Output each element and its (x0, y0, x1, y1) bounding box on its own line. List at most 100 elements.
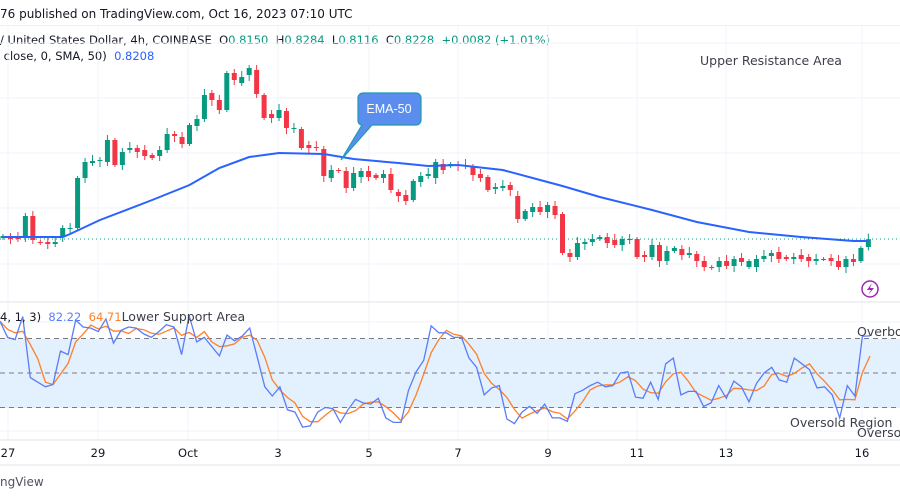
candle (269, 110, 275, 123)
candle-body (552, 206, 558, 215)
candle-body (187, 125, 192, 144)
candle (507, 182, 513, 196)
candle (366, 166, 372, 181)
candle (239, 71, 245, 86)
candle-body (410, 181, 416, 200)
candle-body (380, 174, 386, 178)
candle (671, 246, 677, 253)
x-tick-label: 16 (855, 446, 870, 460)
candle-body (627, 239, 633, 240)
candle-body (216, 100, 222, 110)
candle (619, 236, 625, 251)
published-caption: 76 published on TradingView.com, Oct 16,… (0, 7, 353, 21)
candle-body (142, 150, 148, 156)
candle-body (97, 160, 103, 161)
x-tick-label: 13 (719, 446, 734, 460)
candle (664, 246, 670, 265)
candle (813, 254, 819, 265)
candle (858, 246, 864, 263)
candle (90, 155, 96, 166)
candle-body (739, 258, 745, 262)
ma-value: 0.8208 (114, 49, 155, 63)
candle-body (589, 239, 595, 242)
candle-body (477, 174, 483, 178)
candle-body (75, 178, 81, 228)
candle-body (425, 174, 431, 176)
candle (321, 146, 327, 182)
ma-params: close, 0, SMA, 50) (3, 49, 107, 63)
candle (776, 247, 782, 263)
candle-body (507, 185, 513, 190)
candle (597, 235, 603, 241)
candle (724, 255, 730, 269)
candle (209, 90, 215, 106)
candle-body (60, 228, 66, 236)
candle (694, 251, 700, 267)
candle (753, 255, 759, 272)
candle (112, 138, 118, 167)
candle-body (791, 257, 797, 259)
oversold-label: Oversol (857, 425, 900, 440)
low-label: L (331, 33, 339, 47)
candle (679, 245, 685, 260)
candle-body (157, 150, 163, 156)
candle-body (37, 242, 43, 243)
candle (686, 247, 692, 258)
ma-legend: close, 0, SMA, 50) 0.8208 (0, 49, 155, 63)
candle-body (753, 259, 759, 267)
candle-body (798, 255, 804, 259)
candle (612, 234, 618, 248)
candle-body (582, 242, 588, 244)
candle (172, 131, 178, 142)
candle-body (343, 171, 349, 188)
lightning-icon[interactable] (861, 280, 879, 298)
candle (828, 254, 834, 266)
candle-body (776, 252, 782, 259)
candle (216, 95, 222, 114)
candle (254, 65, 260, 98)
candle-body (269, 114, 275, 118)
x-tick-label: 3 (274, 446, 281, 460)
candle (351, 167, 357, 191)
candle (283, 108, 289, 134)
candle (231, 69, 237, 85)
candle-body (283, 111, 289, 128)
candle-body (134, 148, 140, 152)
candle (298, 127, 304, 150)
candle (358, 168, 364, 183)
candle (701, 256, 707, 271)
candle (336, 168, 342, 173)
candle-body (642, 255, 648, 257)
candle-body (664, 251, 670, 261)
candle-body (366, 171, 372, 177)
candle (798, 249, 804, 262)
candle-body (634, 239, 640, 257)
candle (395, 189, 401, 202)
candle (492, 183, 498, 194)
candle-body (298, 129, 304, 148)
candle-body (418, 176, 424, 182)
candle (567, 249, 573, 262)
candle (134, 145, 140, 158)
candle-body (164, 134, 170, 150)
candle (75, 176, 81, 230)
candle-body (119, 152, 125, 165)
candle (642, 251, 648, 262)
candle-body (746, 261, 752, 267)
candle (604, 233, 610, 248)
candle-body (336, 170, 342, 171)
candle (313, 141, 319, 151)
candle (791, 253, 797, 264)
candle-body (172, 134, 178, 136)
high-label: H (275, 33, 285, 47)
candle-body (843, 259, 849, 267)
candle (522, 209, 528, 221)
candle (634, 237, 640, 259)
candle-body (313, 147, 319, 148)
candle-body (45, 242, 51, 244)
ema-callout: EMA-50 (340, 92, 422, 161)
candle (388, 168, 394, 193)
candle (380, 170, 386, 183)
candle-body (604, 237, 610, 243)
